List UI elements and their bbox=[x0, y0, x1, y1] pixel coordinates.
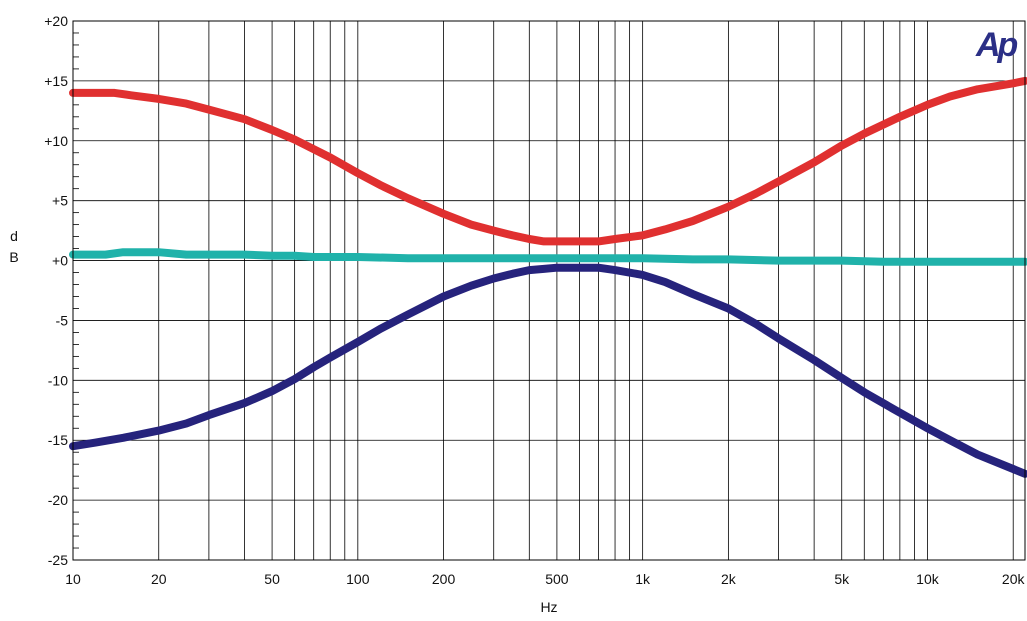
y-tick-label: +10 bbox=[44, 133, 68, 149]
x-tick-label: 500 bbox=[545, 571, 569, 587]
x-tick-label: 100 bbox=[346, 571, 370, 587]
y-tick-label: +20 bbox=[44, 13, 68, 29]
x-tick-label: 200 bbox=[432, 571, 456, 587]
y-tick-label: -25 bbox=[48, 552, 68, 568]
x-tick-label: 10 bbox=[65, 571, 81, 587]
y-tick-label: +5 bbox=[52, 193, 68, 209]
y-tick-label: +0 bbox=[52, 253, 68, 269]
y-tick-label: -20 bbox=[48, 492, 68, 508]
series-group bbox=[69, 76, 1027, 478]
y-axis-label-d: d bbox=[10, 228, 18, 244]
x-tick-label: 20 bbox=[151, 571, 167, 587]
y-axis-label-b: B bbox=[9, 249, 18, 265]
ap-logo: Ap bbox=[975, 26, 1018, 64]
x-tick-label: 20k bbox=[1002, 571, 1026, 587]
y-tick-label: +15 bbox=[44, 73, 68, 89]
plot-frame bbox=[72, 20, 1026, 561]
x-tick-label: 10k bbox=[916, 571, 940, 587]
grid bbox=[73, 21, 1025, 560]
tick-labels: 10 20 50 100 200 500 1k 2k 5k 10k 20k +20 +15 +10 +5 +0… bbox=[44, 13, 1025, 587]
x-tick-label: 50 bbox=[264, 571, 280, 587]
y-tick-label: -15 bbox=[48, 432, 68, 448]
series-line-1 bbox=[69, 248, 1027, 266]
series-line-2 bbox=[69, 263, 1027, 478]
y-tick-label: -10 bbox=[48, 372, 68, 388]
x-tick-label: 1k bbox=[635, 571, 651, 587]
series-line-0 bbox=[69, 76, 1027, 246]
x-axis-label: Hz bbox=[540, 599, 557, 615]
y-tick-label: -5 bbox=[56, 312, 69, 328]
x-tick-label: 5k bbox=[834, 571, 850, 587]
x-tick-label: 2k bbox=[721, 571, 737, 587]
